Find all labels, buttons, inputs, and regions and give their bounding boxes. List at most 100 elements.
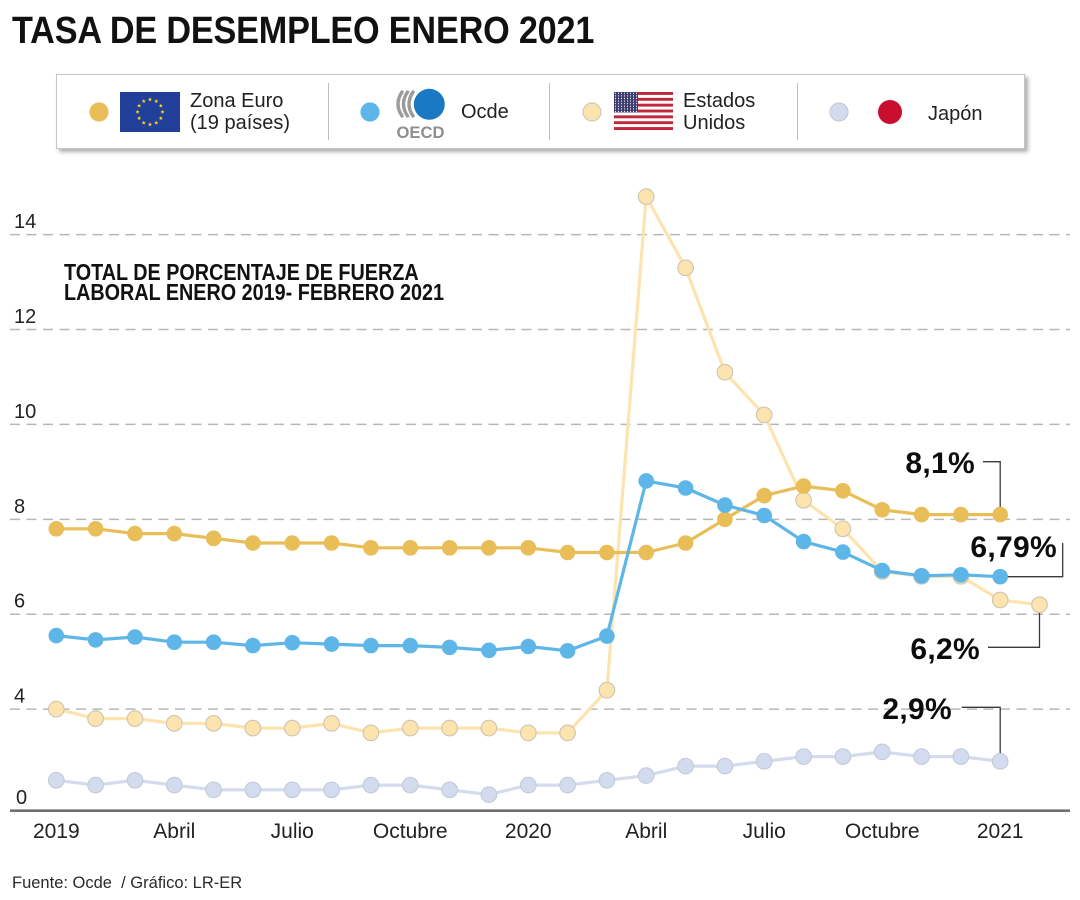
data-point-eurozone	[441, 540, 458, 556]
data-point-eurozone	[913, 506, 930, 523]
data-point-oecd	[284, 634, 301, 651]
data-point-oecd	[835, 544, 851, 560]
legend-label: Zona Euro (19 países)	[190, 90, 290, 135]
data-point-oecd	[953, 567, 969, 583]
data-point-usa	[637, 188, 655, 205]
annotation-label: 6,79%	[970, 531, 1057, 564]
data-point-usa	[716, 363, 734, 381]
x-tick-label: Julio	[743, 820, 786, 843]
data-point-oecd	[245, 637, 261, 654]
data-point-usa	[205, 715, 222, 732]
legend-marker	[360, 102, 380, 122]
data-point-japan	[795, 748, 812, 765]
x-tick-label: Abril	[153, 820, 195, 843]
data-point-oecd	[441, 639, 458, 656]
legend-divider	[328, 83, 329, 140]
source-credit: Fuente: Ocde / Gráfico: LR-ER	[12, 874, 243, 892]
data-point-usa	[87, 710, 104, 727]
data-point-eurozone	[481, 540, 497, 556]
oecd-logo-text: OECD	[397, 123, 445, 140]
legend-label-line: (19 países)	[190, 112, 291, 135]
data-point-usa	[519, 724, 537, 742]
data-point-japan	[873, 743, 891, 761]
data-point-eurozone	[717, 511, 733, 528]
legend-divider	[549, 83, 550, 140]
data-point-oecd	[323, 636, 340, 652]
data-point-oecd	[48, 627, 65, 644]
legend-label-line: Estados	[683, 89, 756, 112]
data-point-eurozone	[127, 525, 143, 542]
series-japan	[47, 743, 1009, 803]
data-point-eurozone	[245, 535, 261, 551]
y-tick-label: 6	[14, 591, 25, 613]
legend-label-line: Ocde	[461, 101, 509, 124]
legend-item-japan: Japón	[805, 75, 1015, 148]
data-point-oecd	[127, 629, 143, 645]
x-tick-label: 2020	[505, 820, 552, 843]
data-point-japan	[401, 776, 419, 794]
data-point-japan	[323, 781, 340, 799]
data-point-japan	[244, 781, 262, 799]
data-point-oecd	[717, 497, 733, 513]
data-point-oecd	[913, 568, 930, 584]
data-point-eurozone	[795, 478, 812, 494]
data-point-oecd	[677, 480, 694, 496]
data-point-oecd	[559, 643, 576, 659]
data-point-usa	[401, 719, 419, 737]
annotation-label: 8,1%	[905, 447, 975, 480]
data-point-eurozone	[363, 540, 379, 556]
x-tick-label: Abril	[625, 820, 667, 843]
data-point-eurozone	[284, 535, 301, 551]
annotation-leader-line	[961, 706, 1001, 762]
data-point-eurozone	[677, 535, 694, 551]
data-point-eurozone	[599, 544, 615, 561]
chart-title: TOTAL DE PORCENTAJE DE FUERZA LABORAL EN…	[64, 258, 444, 306]
data-point-japan	[126, 771, 144, 789]
data-point-eurozone	[953, 506, 969, 523]
data-point-japan	[519, 776, 537, 794]
data-point-eurozone	[992, 506, 1008, 523]
legend-label: Japón	[928, 103, 983, 126]
data-point-japan	[47, 771, 65, 789]
annotation-label: 2,9%	[882, 693, 952, 726]
series-line-oecd	[54, 479, 1002, 653]
data-point-eurozone	[559, 544, 576, 561]
data-point-usa	[283, 719, 301, 737]
data-point-oecd	[363, 637, 379, 654]
data-point-usa	[126, 710, 144, 727]
data-point-eurozone	[638, 544, 654, 561]
x-tick-label: Julio	[271, 820, 314, 843]
data-point-japan	[205, 781, 222, 799]
data-point-usa	[165, 715, 183, 732]
legend-item-eurozone: Zona Euro (19 países)	[77, 75, 322, 148]
data-point-eurozone	[323, 535, 340, 551]
data-point-eurozone	[48, 521, 65, 537]
legend: Zona Euro (19 países) OECD Ocde	[56, 74, 1025, 149]
annotation-leader-line	[988, 604, 1041, 648]
y-tick-label: 10	[14, 401, 36, 423]
data-point-usa	[362, 724, 380, 742]
page-title: TASA DE DESEMPLEO ENERO 2021	[12, 10, 595, 52]
data-point-japan	[991, 752, 1009, 770]
data-point-usa	[441, 719, 458, 737]
x-tick-label: Octubre	[845, 820, 920, 843]
data-point-usa	[47, 700, 65, 718]
data-point-eurozone	[166, 525, 183, 542]
data-point-japan	[441, 781, 458, 799]
data-point-oecd	[481, 642, 497, 659]
data-point-oecd	[756, 507, 772, 524]
data-point-japan	[362, 776, 380, 794]
legend-item-usa: Estados Unidos	[557, 75, 790, 148]
data-point-eurozone	[874, 502, 890, 518]
annotation-label: 6,2%	[910, 633, 980, 666]
legend-label: Estados Unidos	[683, 90, 755, 135]
x-tick-labels: 2019 Abril Julio Octubre 2020 Abril Julio Octub…	[33, 820, 1024, 843]
annotation-leader-line	[1000, 543, 1064, 578]
data-point-eurozone	[87, 521, 104, 537]
y-tick-label: 8	[14, 496, 25, 518]
data-point-japan	[755, 752, 773, 770]
data-point-oecd	[638, 473, 654, 489]
data-point-eurozone	[520, 540, 537, 556]
data-point-eurozone	[756, 487, 772, 504]
